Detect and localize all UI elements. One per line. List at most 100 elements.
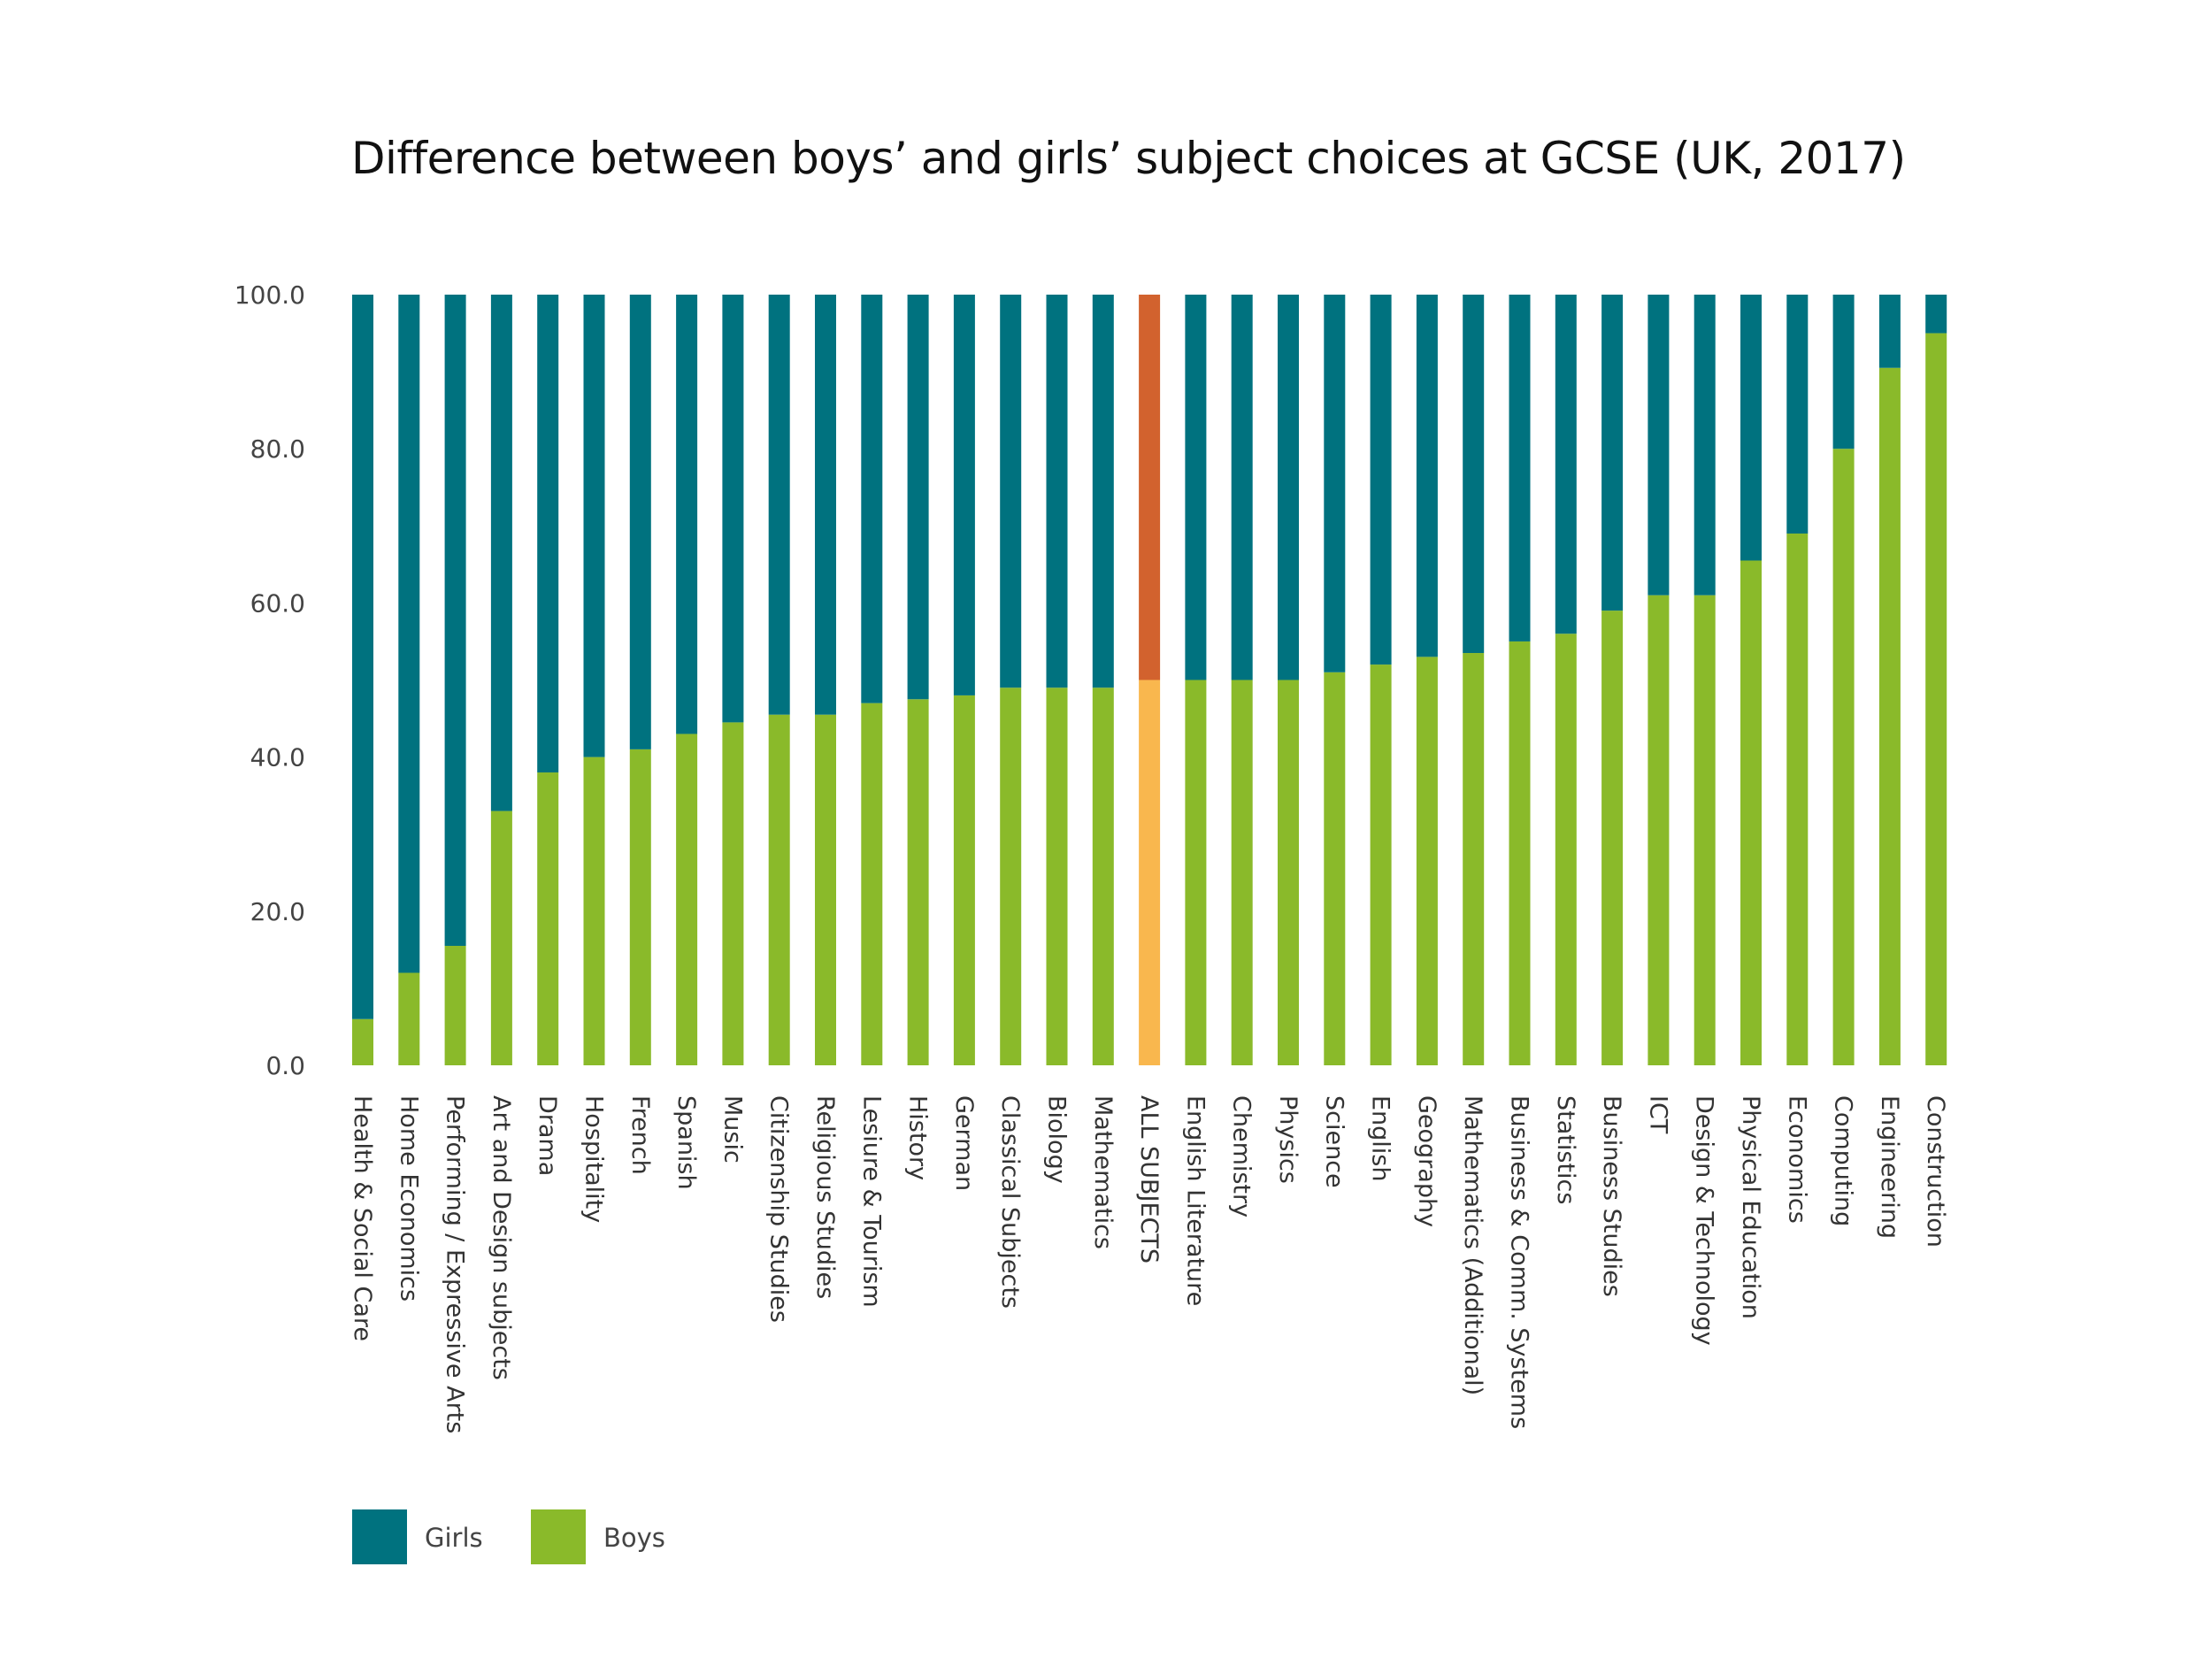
bar-boys <box>907 699 929 1065</box>
bar-girls <box>953 295 975 695</box>
y-tick-label: 0.0 <box>265 1051 305 1080</box>
bar-boys <box>490 810 512 1065</box>
category-label: Religious Studies <box>811 1095 839 1299</box>
bar-girls <box>1046 295 1068 688</box>
bar-boys <box>1509 641 1531 1065</box>
bar-girls <box>1092 295 1114 688</box>
bar-girls <box>1278 295 1299 680</box>
category-label: Art and Design subjects <box>488 1095 515 1380</box>
bar-boys <box>583 757 605 1065</box>
bar-girls <box>1647 295 1670 595</box>
bar-boys <box>1416 657 1438 1065</box>
legend-girls-label: Girls <box>425 1523 483 1553</box>
bar-boys <box>352 1018 373 1065</box>
category-label: Biology <box>1043 1095 1071 1184</box>
y-tick-label: 80.0 <box>250 434 305 464</box>
bar-girls <box>1139 295 1161 680</box>
bar-girls <box>1509 295 1531 641</box>
category-label: Physical Education <box>1737 1095 1764 1319</box>
bar-boys <box>1046 687 1068 1065</box>
bar-boys <box>1278 680 1299 1065</box>
bar-girls <box>1463 295 1485 654</box>
bar-girls <box>1555 295 1577 634</box>
category-label: Citizenship Studies <box>765 1095 793 1323</box>
bar-girls <box>1832 295 1855 449</box>
bar-girls <box>537 295 559 773</box>
category-label: Drama <box>534 1095 561 1176</box>
bar-boys <box>1601 611 1624 1065</box>
bar-girls <box>1416 295 1438 657</box>
bar-boys <box>1185 680 1207 1065</box>
category-label: Business & Comm. Systems <box>1506 1095 1533 1429</box>
bars <box>352 295 1947 1065</box>
bar-boys <box>444 945 466 1065</box>
bar-boys <box>398 972 420 1065</box>
y-tick-label: 40.0 <box>250 743 305 772</box>
category-label: ICT <box>1644 1095 1671 1134</box>
bar-girls <box>1324 295 1346 672</box>
category-label: Construction <box>1922 1095 1949 1248</box>
category-label: Engineering <box>1876 1095 1903 1239</box>
bar-girls <box>1000 295 1022 688</box>
bar-boys <box>1555 634 1577 1065</box>
category-label: Lesiure & Tourism <box>857 1095 885 1308</box>
bar-girls <box>1740 295 1762 561</box>
bar-girls <box>398 295 420 973</box>
bar-boys <box>1786 534 1809 1065</box>
category-label: Science <box>1320 1095 1348 1188</box>
bar-girls <box>861 295 883 703</box>
bar-boys <box>722 722 744 1065</box>
bar-girls <box>1601 295 1624 611</box>
bar-girls <box>1786 295 1809 534</box>
y-tick-label: 20.0 <box>250 897 305 926</box>
bar-boys <box>1000 687 1022 1065</box>
bar-boys <box>1324 672 1346 1065</box>
bar-girls <box>722 295 744 723</box>
bar-girls <box>1694 295 1716 595</box>
category-label: Business Studies <box>1598 1095 1625 1297</box>
bar-boys <box>861 703 883 1065</box>
category-label: Classical Subjects <box>996 1095 1024 1309</box>
bar-boys <box>1463 653 1485 1065</box>
bar-girls <box>815 295 836 715</box>
bar-boys <box>1231 680 1253 1065</box>
legend-boys-swatch <box>531 1509 586 1564</box>
category-label: Hospitality <box>580 1095 608 1223</box>
bar-boys <box>815 714 836 1065</box>
legend: Girls Boys <box>352 1509 665 1564</box>
category-label: German <box>950 1095 978 1191</box>
bar-boys <box>1878 367 1901 1065</box>
bar-girls <box>1370 295 1392 665</box>
x-axis-labels: Health & Social Care Home Economics Perfor… <box>349 1095 1949 1433</box>
bar-boys <box>1370 664 1392 1065</box>
bar-boys <box>1925 333 1947 1065</box>
bar-girls <box>768 295 790 715</box>
bar-boys <box>1694 595 1716 1065</box>
category-label: Computing <box>1830 1095 1857 1226</box>
bar-boys <box>1832 449 1855 1065</box>
bar-boys <box>676 733 698 1065</box>
bar-girls <box>352 295 373 1019</box>
category-label: Home Economics <box>395 1095 422 1302</box>
category-label: French <box>626 1095 654 1175</box>
y-tick-label: 60.0 <box>250 588 305 618</box>
bar-boys <box>953 695 975 1065</box>
bar-boys <box>1139 680 1161 1065</box>
bar-girls <box>1925 295 1947 334</box>
bar-girls <box>444 295 466 946</box>
category-label: Chemistry <box>1228 1095 1256 1217</box>
y-tick-label: 100.0 <box>234 280 305 310</box>
bar-girls <box>629 295 651 749</box>
category-label: Physics <box>1274 1095 1302 1184</box>
bar-girls <box>1231 295 1253 680</box>
category-label: Health & Social Care <box>349 1095 376 1341</box>
bar-girls <box>490 295 512 811</box>
category-label: Performing / Expressive Arts <box>442 1095 469 1433</box>
bar-girls <box>676 295 698 734</box>
bar-boys <box>537 772 559 1065</box>
bar-boys <box>629 749 651 1065</box>
bar-boys <box>1092 687 1114 1065</box>
category-label: History <box>904 1095 932 1180</box>
category-label: Geography <box>1413 1095 1440 1227</box>
